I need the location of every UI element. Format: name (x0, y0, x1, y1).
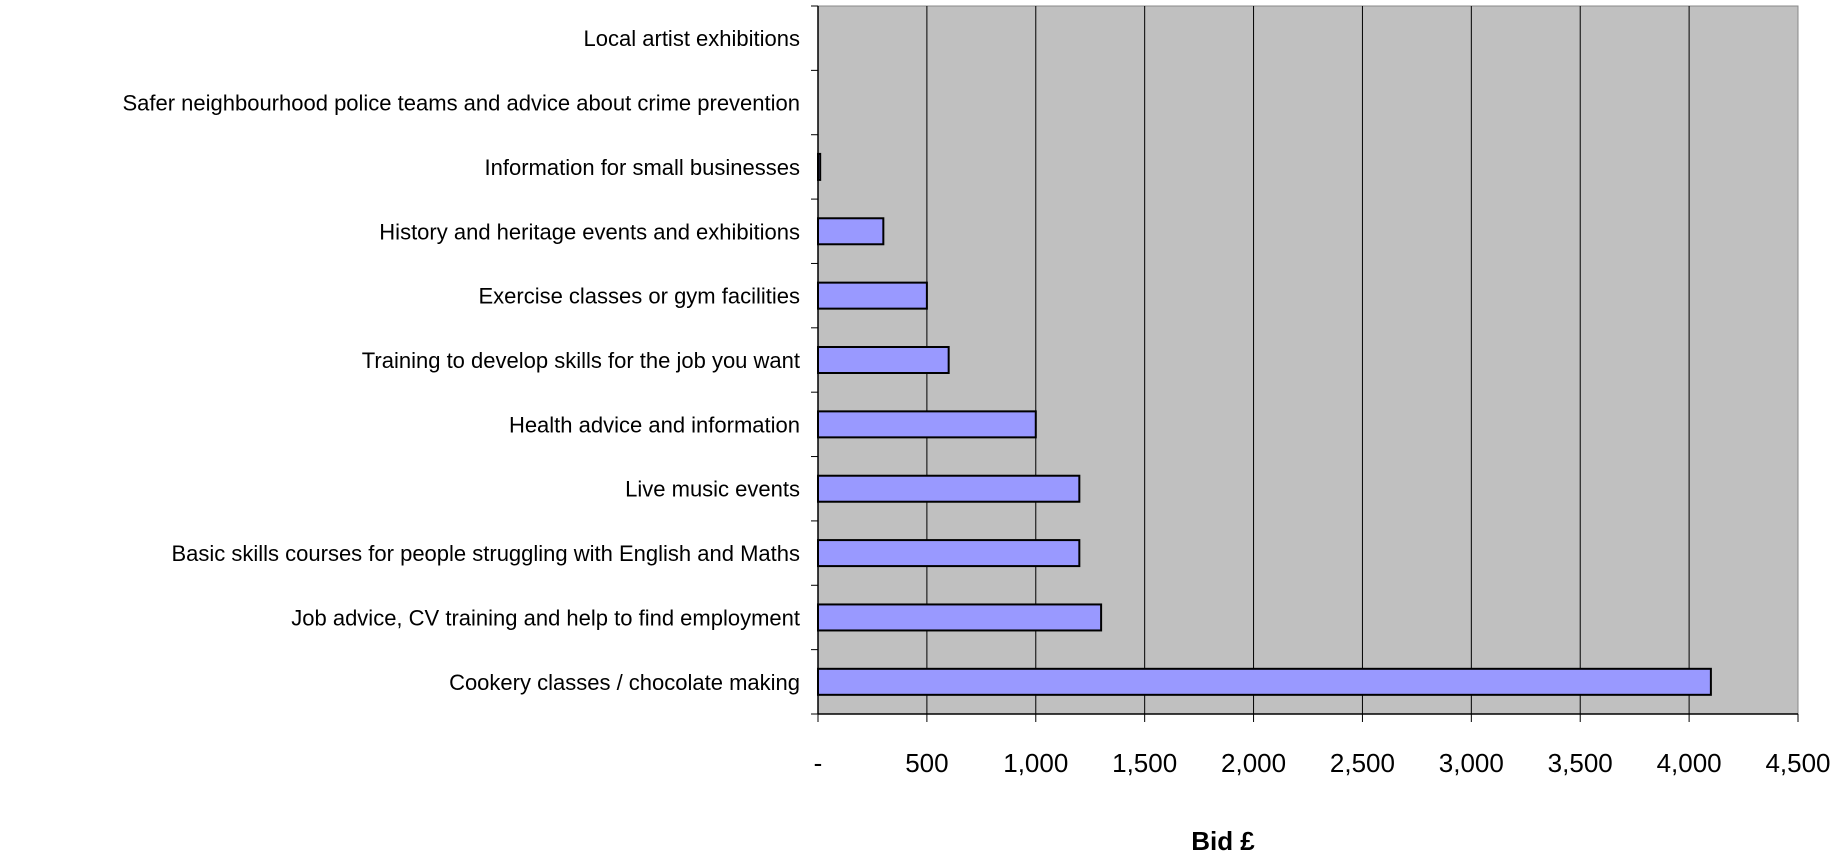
category-label: Local artist exhibitions (584, 26, 800, 51)
bar (817, 281, 928, 310)
x-tick-labels: - 500 1,000 1,500 2,000 2,500 3,000 3,500 4,000 4… (814, 748, 1831, 778)
x-tick-label: 500 (905, 748, 948, 778)
bar (817, 667, 1712, 696)
gridlines (926, 6, 1690, 714)
category-label: Live music events (625, 477, 800, 502)
bar (817, 603, 1103, 632)
x-tick-label: 1,000 (1003, 748, 1068, 778)
x-tick-label: 2,000 (1221, 748, 1286, 778)
category-label: Cookery classes / chocolate making (449, 670, 800, 695)
x-axis-title: Bid £ (1191, 826, 1255, 853)
bar (817, 217, 885, 246)
bar (817, 410, 1037, 439)
x-tick-label: 4,000 (1657, 748, 1722, 778)
x-tick-label: 3,000 (1439, 748, 1504, 778)
bar (817, 539, 1081, 568)
plot-area (817, 5, 1799, 715)
category-label: Exercise classes or gym facilities (478, 284, 800, 309)
x-tick-label: 2,500 (1330, 748, 1395, 778)
x-tick-label: 4,500 (1765, 748, 1830, 778)
category-label: History and heritage events and exhibiti… (379, 219, 800, 244)
bar (817, 346, 950, 374)
category-labels: Local artist exhibitions Safer neighbourh… (122, 26, 800, 695)
category-label: Training to develop skills for the job y… (362, 348, 800, 373)
category-label: Safer neighbourhood police teams and adv… (122, 91, 800, 116)
category-label: Health advice and information (509, 412, 800, 437)
x-tick-label: 1,500 (1112, 748, 1177, 778)
x-tick-label: 3,500 (1548, 748, 1613, 778)
category-label: Job advice, CV training and help to find… (291, 605, 800, 630)
x-tick-label: - (814, 748, 823, 778)
axes (811, 5, 1799, 722)
category-label: Information for small businesses (485, 155, 800, 180)
bar (817, 474, 1081, 503)
category-label: Basic skills courses for people struggli… (171, 541, 800, 566)
